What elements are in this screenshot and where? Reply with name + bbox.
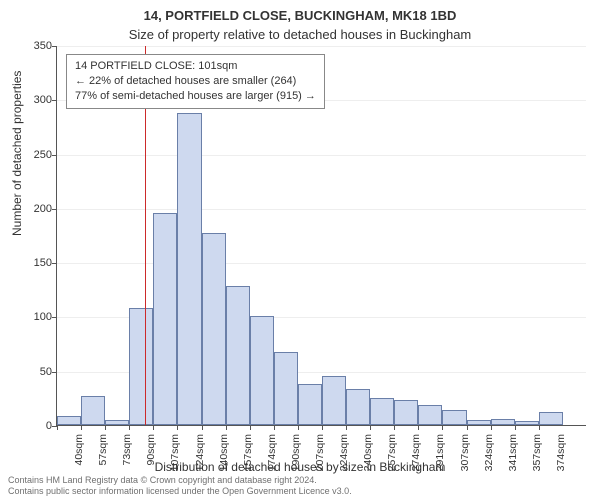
histogram-bar <box>442 410 466 425</box>
histogram-bar <box>177 113 201 425</box>
xtick-mark <box>370 425 371 430</box>
xtick-mark <box>467 425 468 430</box>
ytick-label: 150 <box>12 257 52 269</box>
histogram-chart: 40sqm57sqm73sqm90sqm107sqm124sqm140sqm15… <box>56 46 586 426</box>
xtick-mark <box>250 425 251 430</box>
histogram-bar <box>274 352 298 425</box>
xtick-mark <box>418 425 419 430</box>
ytick-mark <box>52 317 57 318</box>
annotation-box: 14 PORTFIELD CLOSE: 101sqm ← 22% of deta… <box>66 54 325 109</box>
ytick-mark <box>52 155 57 156</box>
page-title-address: 14, PORTFIELD CLOSE, BUCKINGHAM, MK18 1B… <box>0 0 600 23</box>
annotation-line-2: ← 22% of detached houses are smaller (26… <box>75 74 316 89</box>
histogram-bar <box>370 398 394 425</box>
gridline <box>57 46 586 47</box>
histogram-bar <box>418 405 442 425</box>
page-subtitle: Size of property relative to detached ho… <box>0 23 600 42</box>
ytick-label: 200 <box>12 203 52 215</box>
ytick-label: 300 <box>12 94 52 106</box>
annotation-line-1: 14 PORTFIELD CLOSE: 101sqm <box>75 59 316 74</box>
xtick-mark <box>177 425 178 430</box>
gridline <box>57 155 586 156</box>
histogram-bar <box>394 400 418 425</box>
ytick-mark <box>52 263 57 264</box>
histogram-bar <box>298 384 322 425</box>
xtick-mark <box>322 425 323 430</box>
histogram-bar <box>202 233 226 425</box>
annotation-line-3: 77% of semi-detached houses are larger (… <box>75 89 316 104</box>
histogram-bar <box>153 213 177 425</box>
xtick-mark <box>539 425 540 430</box>
histogram-bar <box>250 316 274 425</box>
xtick-mark <box>274 425 275 430</box>
histogram-bar <box>226 286 250 425</box>
histogram-bar <box>491 419 515 426</box>
footer-attribution: Contains HM Land Registry data © Crown c… <box>8 475 352 496</box>
histogram-bar <box>81 396 105 425</box>
xtick-mark <box>226 425 227 430</box>
ytick-label: 50 <box>12 366 52 378</box>
xtick-mark <box>298 425 299 430</box>
xtick-mark <box>491 425 492 430</box>
ytick-label: 100 <box>12 311 52 323</box>
xtick-mark <box>57 425 58 430</box>
xtick-mark <box>346 425 347 430</box>
xtick-mark <box>394 425 395 430</box>
xtick-mark <box>202 425 203 430</box>
gridline <box>57 263 586 264</box>
xtick-mark <box>153 425 154 430</box>
ytick-mark <box>52 100 57 101</box>
ytick-mark <box>52 209 57 210</box>
ytick-label: 350 <box>12 40 52 52</box>
ytick-mark <box>52 372 57 373</box>
histogram-bar <box>57 416 81 425</box>
xtick-mark <box>515 425 516 430</box>
footer-line-2: Contains public sector information licen… <box>8 486 352 496</box>
ytick-label: 0 <box>12 420 52 432</box>
footer-line-1: Contains HM Land Registry data © Crown c… <box>8 475 352 485</box>
histogram-bar <box>105 420 129 425</box>
histogram-bar <box>467 420 491 425</box>
histogram-bar <box>129 308 153 425</box>
gridline <box>57 209 586 210</box>
xtick-mark <box>442 425 443 430</box>
xtick-mark <box>105 425 106 430</box>
xtick-mark <box>129 425 130 430</box>
xtick-mark <box>81 425 82 430</box>
x-axis-label: Distribution of detached houses by size … <box>0 460 600 474</box>
ytick-mark <box>52 46 57 47</box>
histogram-bar <box>539 412 563 425</box>
histogram-bar <box>515 421 539 425</box>
histogram-bar <box>322 376 346 425</box>
histogram-bar <box>346 389 370 425</box>
ytick-label: 250 <box>12 149 52 161</box>
